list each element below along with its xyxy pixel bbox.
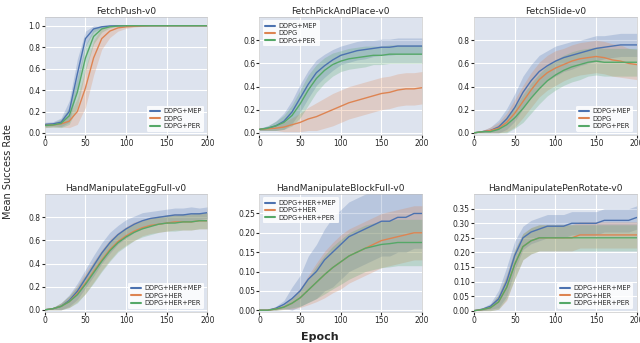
Text: Mean Success Rate: Mean Success Rate [3,124,13,219]
Legend: DDPG+HER+MEP, DDPG+HER, DDPG+HER+PER: DDPG+HER+MEP, DDPG+HER, DDPG+HER+PER [263,198,339,224]
Title: FetchPush-v0: FetchPush-v0 [96,7,156,16]
Legend: DDPG+MEP, DDPG, DDPG+PER: DDPG+MEP, DDPG, DDPG+PER [263,21,320,47]
Text: Epoch: Epoch [301,332,339,342]
Legend: DDPG+HER+MEP, DDPG+HER, DDPG+HER+PER: DDPG+HER+MEP, DDPG+HER, DDPG+HER+PER [557,283,634,309]
Title: FetchSlide-v0: FetchSlide-v0 [525,7,586,16]
Legend: DDPG+MEP, DDPG, DDPG+PER: DDPG+MEP, DDPG, DDPG+PER [147,106,204,132]
Title: HandManipulateEggFull-v0: HandManipulateEggFull-v0 [65,184,187,193]
Title: FetchPickAndPlace-v0: FetchPickAndPlace-v0 [292,7,390,16]
Title: HandManipulateBlockFull-v0: HandManipulateBlockFull-v0 [276,184,405,193]
Legend: DDPG+MEP, DDPG, DDPG+PER: DDPG+MEP, DDPG, DDPG+PER [577,106,634,132]
Title: HandManipulatePenRotate-v0: HandManipulatePenRotate-v0 [488,184,623,193]
Legend: DDPG+HER+MEP, DDPG+HER, DDPG+HER+PER: DDPG+HER+MEP, DDPG+HER, DDPG+HER+PER [128,283,204,309]
